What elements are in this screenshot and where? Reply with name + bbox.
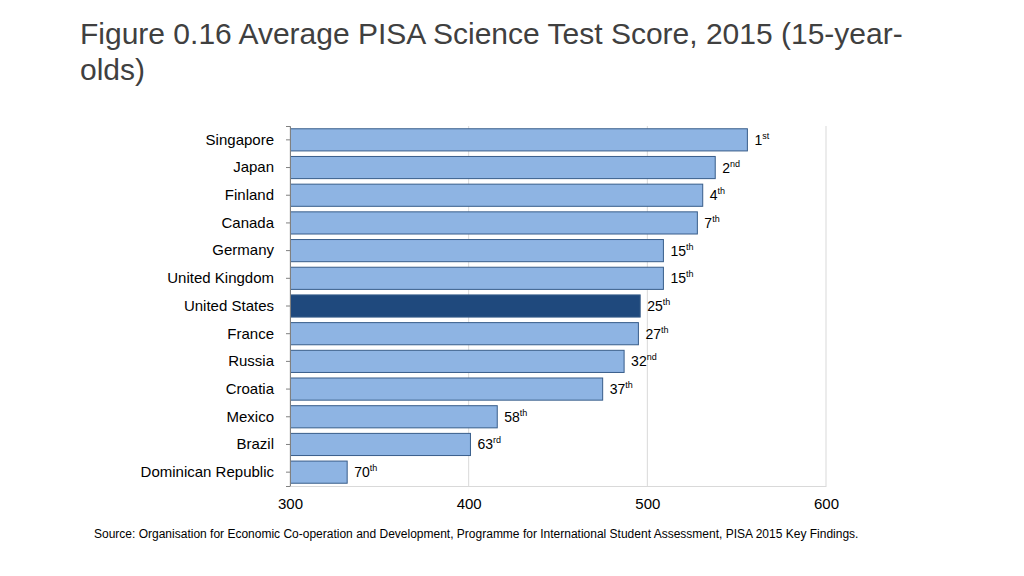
y-tick: Canada bbox=[221, 214, 290, 231]
y-tick: Finland bbox=[225, 186, 290, 203]
rank-label: 2nd bbox=[722, 159, 740, 176]
rank-label: 4th bbox=[710, 186, 725, 203]
y-tick-mark bbox=[286, 333, 290, 334]
y-tick-mark bbox=[286, 444, 290, 445]
y-tick-label: France bbox=[227, 324, 274, 341]
y-tick-label: Singapore bbox=[206, 131, 274, 148]
x-tick: 400 bbox=[457, 486, 482, 512]
bar bbox=[290, 350, 624, 372]
y-tick-label: Mexico bbox=[226, 408, 274, 425]
annotations: 1st2nd4th7th15th15th25th27th32nd37th58th… bbox=[354, 131, 770, 480]
y-tick: Singapore bbox=[206, 131, 290, 148]
y-axis-line bbox=[286, 127, 291, 487]
rank-label: 32nd bbox=[631, 352, 657, 369]
y-tick: Russia bbox=[228, 352, 290, 369]
bar bbox=[290, 129, 747, 151]
y-tick-mark bbox=[286, 472, 290, 473]
bar bbox=[290, 406, 497, 428]
y-tick: Dominican Republic bbox=[141, 463, 290, 480]
y-tick: United States bbox=[184, 297, 290, 314]
y-tick-label: United States bbox=[184, 297, 274, 314]
bars bbox=[290, 129, 747, 483]
rank-label: 15th bbox=[670, 242, 693, 259]
y-tick-label: Croatia bbox=[226, 380, 275, 397]
y-tick-mark bbox=[286, 389, 290, 390]
rank-label: 27th bbox=[645, 325, 668, 342]
bar bbox=[290, 378, 603, 400]
y-tick: Japan bbox=[233, 158, 290, 175]
bar bbox=[290, 461, 347, 483]
y-tick: Mexico bbox=[226, 408, 290, 425]
bar bbox=[290, 323, 638, 345]
y-tick-label: Germany bbox=[212, 241, 274, 258]
rank-label: 63rd bbox=[477, 435, 501, 452]
y-tick: United Kingdom bbox=[167, 269, 290, 286]
x-tick-label: 300 bbox=[278, 495, 303, 512]
rank-label: 37th bbox=[610, 380, 633, 397]
bar bbox=[290, 156, 715, 178]
y-axis: Singapore Japan Finland Canada Germany United… bbox=[141, 127, 291, 487]
rank-label: 1st bbox=[754, 131, 769, 148]
rank-label: 25th bbox=[647, 297, 670, 314]
x-tick-label: 400 bbox=[457, 495, 482, 512]
y-tick-label: Finland bbox=[225, 186, 274, 203]
y-tick-mark bbox=[286, 139, 290, 140]
y-tick-mark bbox=[286, 250, 290, 251]
y-tick-mark bbox=[286, 306, 290, 307]
x-tick: 600 bbox=[814, 486, 839, 512]
rank-label: 70th bbox=[354, 463, 377, 480]
source: Source: Organisation for Economic Co-ope… bbox=[94, 527, 858, 541]
y-tick-mark bbox=[286, 222, 290, 223]
grid-line bbox=[826, 126, 827, 486]
title: Figure 0.16 Average PISA Science Test Sc… bbox=[80, 17, 903, 86]
bar bbox=[290, 295, 640, 317]
bar bbox=[290, 240, 663, 262]
y-tick-mark bbox=[286, 416, 290, 417]
y-tick: Germany bbox=[212, 241, 290, 258]
x-axis-line bbox=[291, 486, 827, 487]
grid bbox=[290, 126, 826, 486]
x-tick: 300 bbox=[278, 486, 303, 512]
y-tick-label: United Kingdom bbox=[167, 269, 274, 286]
y-tick-mark bbox=[286, 278, 290, 279]
y-tick-mark bbox=[286, 195, 290, 196]
y-tick: France bbox=[227, 324, 290, 341]
chart: Figure 0.16 Average PISA Science Test Sc… bbox=[0, 0, 1024, 576]
y-tick: Brazil bbox=[236, 435, 290, 452]
rank-label: 7th bbox=[704, 214, 719, 231]
bar bbox=[290, 433, 470, 455]
y-tick-mark bbox=[286, 361, 290, 362]
y-tick-mark bbox=[286, 167, 290, 168]
x-tick: 500 bbox=[635, 486, 660, 512]
bar bbox=[290, 212, 697, 234]
x-tick-label: 500 bbox=[635, 495, 660, 512]
x-tick-label: 600 bbox=[814, 495, 839, 512]
bar bbox=[290, 267, 663, 289]
y-tick-label: Brazil bbox=[236, 435, 274, 452]
y-tick-label: Japan bbox=[233, 158, 274, 175]
rank-label: 15th bbox=[670, 269, 693, 286]
rank-label: 58th bbox=[504, 408, 527, 425]
y-tick: Croatia bbox=[226, 380, 290, 397]
x-axis: 300 400 500 600 bbox=[278, 486, 839, 512]
y-tick-label: Dominican Republic bbox=[141, 463, 275, 480]
y-tick-label: Canada bbox=[221, 214, 274, 231]
y-tick-label: Russia bbox=[228, 352, 275, 369]
bar bbox=[290, 184, 703, 206]
